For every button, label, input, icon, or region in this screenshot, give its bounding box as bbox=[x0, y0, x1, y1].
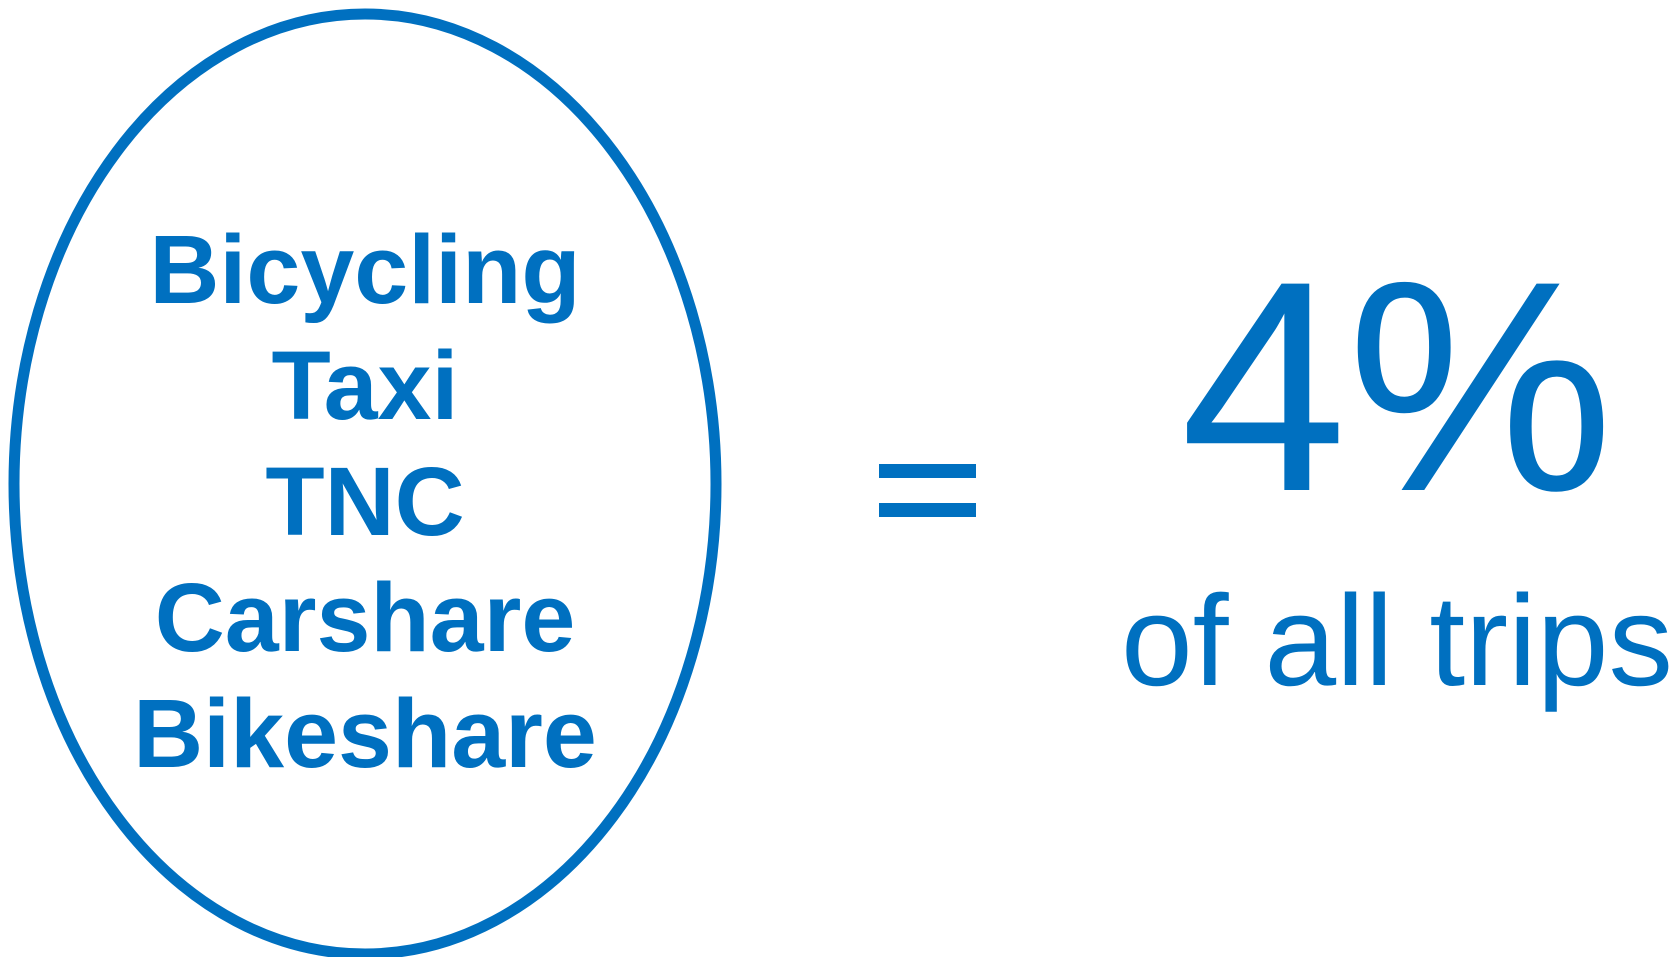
mode-label: Carshare bbox=[155, 563, 576, 672]
mode-label: TNC bbox=[265, 447, 464, 556]
mode-label: Bicycling bbox=[149, 215, 580, 324]
mode-ellipse bbox=[8, 8, 722, 957]
equals-bar-top bbox=[879, 464, 976, 478]
statistic-caption: of all trips bbox=[1121, 569, 1673, 713]
mode-label: Bikeshare bbox=[133, 679, 597, 788]
mode-label: Taxi bbox=[272, 331, 459, 440]
statistic: 4% bbox=[1180, 218, 1614, 554]
equals-bar-bottom bbox=[879, 503, 976, 517]
